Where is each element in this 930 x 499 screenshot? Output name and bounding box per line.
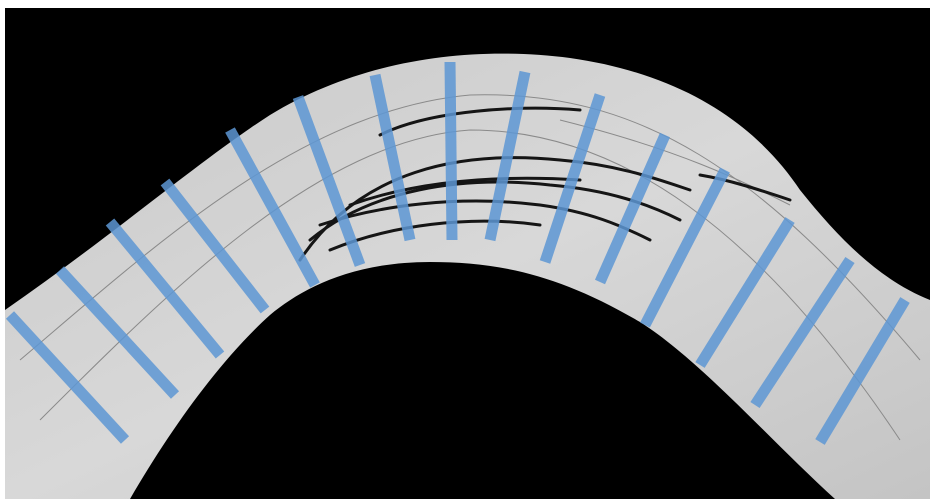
page bbox=[0, 0, 930, 499]
micro-ct-image bbox=[0, 0, 930, 499]
marker-line bbox=[450, 62, 452, 240]
